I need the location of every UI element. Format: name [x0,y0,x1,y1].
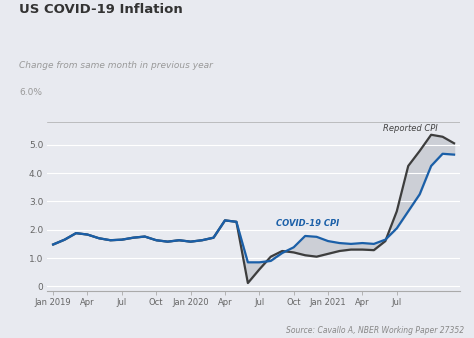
Text: US COVID-19 Inflation: US COVID-19 Inflation [19,3,182,16]
Text: 6.0%: 6.0% [19,88,42,97]
Text: Source: Cavallo A, NBER Working Paper 27352: Source: Cavallo A, NBER Working Paper 27… [286,325,465,335]
Text: Reported CPI: Reported CPI [383,124,438,133]
Text: Change from same month in previous year: Change from same month in previous year [19,61,213,70]
Text: COVID-19 CPI: COVID-19 CPI [276,219,340,228]
